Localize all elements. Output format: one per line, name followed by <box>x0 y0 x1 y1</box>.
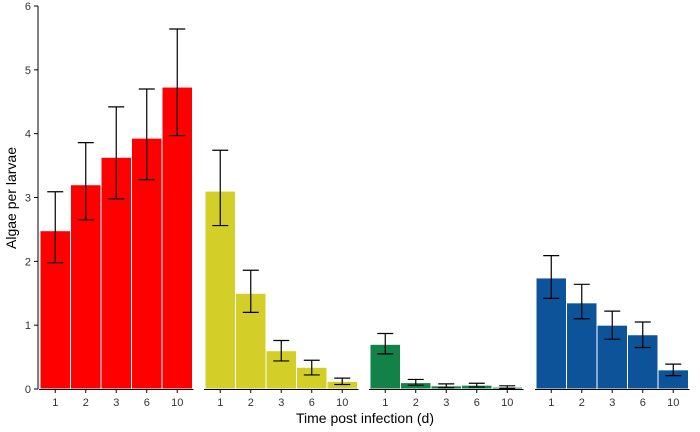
bar-group-4 <box>535 254 689 390</box>
x-tick-label: 3 <box>113 397 119 409</box>
x-tick-label: 3 <box>443 397 449 409</box>
error-bar <box>77 142 94 221</box>
x-tick-label: 6 <box>144 397 150 409</box>
x-axis-title: Time post infection (d) <box>296 410 434 426</box>
error-bar <box>573 283 590 320</box>
error-bar <box>47 191 64 264</box>
error-bar <box>665 363 682 377</box>
error-bar <box>543 254 560 299</box>
x-tick-label: 6 <box>474 397 480 409</box>
error-bar <box>334 377 351 386</box>
x-axis: 1 2 3 6 10 1 2 3 6 10 1 2 3 6 10 1 2 3 6 10 <box>39 389 690 409</box>
x-tick-label: 10 <box>667 397 679 409</box>
error-bar <box>499 385 516 389</box>
error-bar <box>273 339 290 362</box>
error-bar <box>242 269 259 313</box>
x-tick-label: 3 <box>278 397 284 409</box>
error-bar <box>407 378 424 386</box>
error-bar <box>138 88 155 181</box>
y-tick-label: 3 <box>25 193 31 205</box>
error-bar <box>468 382 485 388</box>
x-tick-label: 2 <box>248 397 254 409</box>
x-tick-label: 2 <box>83 397 89 409</box>
bar-group-3 <box>369 332 523 390</box>
y-axis-title: Algae per larvae <box>3 147 19 249</box>
y-tick-label: 6 <box>25 1 31 13</box>
y-axis: 0 1 2 3 4 5 6 <box>25 1 39 396</box>
error-bar <box>377 332 394 355</box>
bar-groups <box>39 28 689 390</box>
x-tick-label: 10 <box>501 397 513 409</box>
y-tick-label: 5 <box>25 65 31 77</box>
y-tick-label: 0 <box>25 384 31 396</box>
x-tick-label: 1 <box>548 397 554 409</box>
bar <box>161 86 193 390</box>
x-tick-label: 6 <box>309 397 315 409</box>
error-bar <box>634 321 651 349</box>
x-tick-label: 10 <box>171 397 183 409</box>
y-tick-label: 2 <box>25 256 31 268</box>
x-tick-label: 2 <box>413 397 419 409</box>
error-bar <box>108 106 125 200</box>
x-tick-label: 1 <box>217 397 223 409</box>
x-tick-label: 1 <box>52 397 58 409</box>
bar-group-2 <box>204 149 358 390</box>
x-tick-label: 2 <box>579 397 585 409</box>
y-tick-label: 1 <box>25 320 31 332</box>
bar-group-1 <box>39 28 193 390</box>
y-tick-label: 4 <box>25 129 31 141</box>
x-tick-label: 3 <box>609 397 615 409</box>
x-tick-label: 1 <box>382 397 388 409</box>
error-bar <box>169 28 186 137</box>
error-bar <box>212 149 229 227</box>
x-tick-label: 10 <box>336 397 348 409</box>
error-bar <box>604 310 621 340</box>
error-bar <box>438 383 455 389</box>
error-bar <box>303 359 320 376</box>
x-tick-label: 6 <box>640 397 646 409</box>
